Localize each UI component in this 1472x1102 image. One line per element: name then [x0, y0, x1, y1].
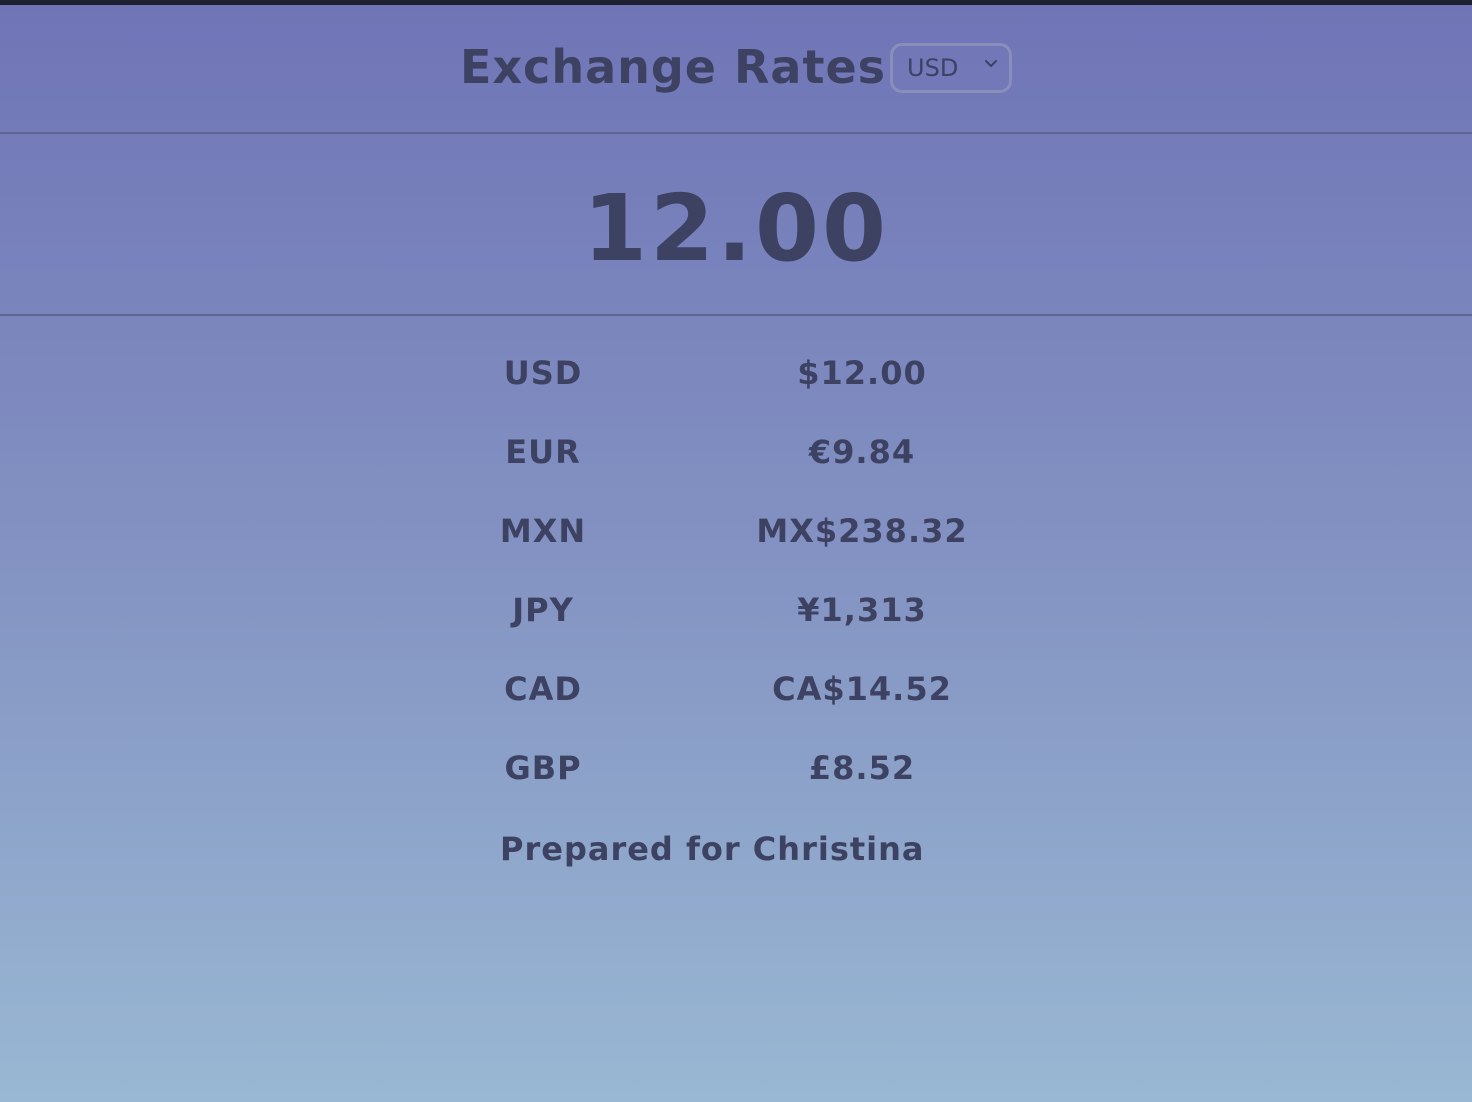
converted-value: MX$238.32 [756, 512, 968, 550]
rate-row-jpy: JPY ¥1,313 [0, 573, 1472, 652]
currency-code: EUR [505, 433, 581, 471]
currency-code: GBP [504, 749, 582, 787]
window-top-edge [0, 0, 1472, 5]
rates-list: USD $12.00 EUR €9.84 MXN MX$238.32 JPY ¥… [0, 336, 1472, 810]
currency-code: MXN [499, 512, 587, 550]
currency-code: JPY [512, 591, 574, 629]
header: Exchange Rates USD [0, 5, 1472, 134]
base-currency-select-wrapper: USD [890, 42, 1013, 93]
rate-row-cad: CAD CA$14.52 [0, 652, 1472, 731]
converted-value: ¥1,313 [797, 591, 927, 629]
converted-value: €9.84 [808, 433, 916, 471]
rate-row-mxn: MXN MX$238.32 [0, 494, 1472, 573]
amount-value: 12.00 [582, 174, 889, 282]
prepared-for-note: Prepared for Christina [500, 830, 925, 868]
currency-code: USD [503, 354, 583, 392]
rate-row-usd: USD $12.00 [0, 336, 1472, 415]
page-title: Exchange Rates [459, 39, 887, 94]
rate-row-eur: EUR €9.84 [0, 415, 1472, 494]
converted-value: $12.00 [797, 354, 927, 392]
amount-display: 12.00 [0, 134, 1472, 316]
base-currency-select[interactable]: USD [890, 42, 1013, 93]
rate-row-gbp: GBP £8.52 [0, 731, 1472, 810]
currency-code: CAD [504, 670, 582, 708]
converted-value: £8.52 [808, 749, 916, 787]
converted-value: CA$14.52 [772, 670, 952, 708]
